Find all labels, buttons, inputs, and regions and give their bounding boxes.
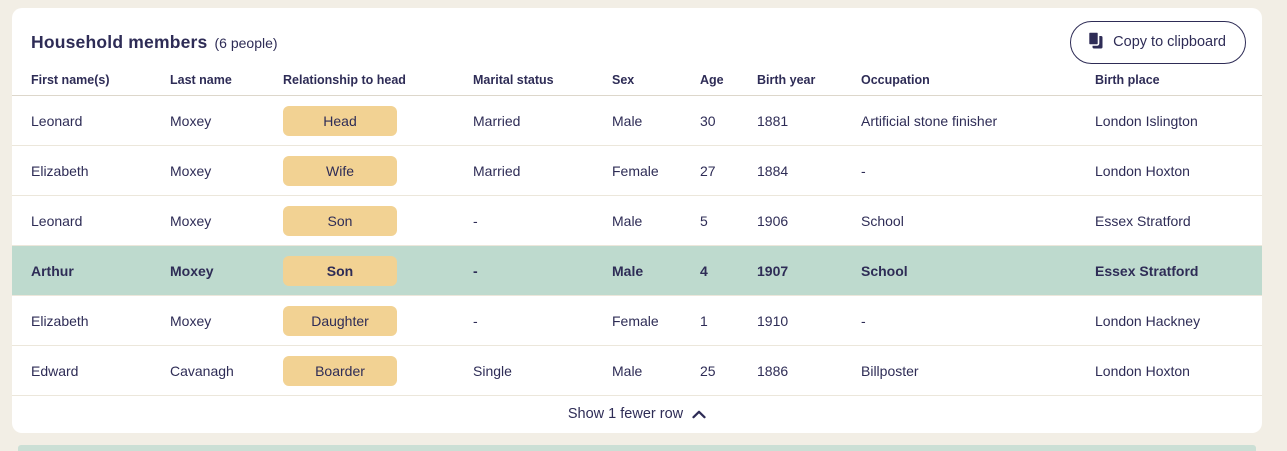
cell-first-name: Elizabeth — [31, 162, 89, 179]
cell-sex: Female — [612, 162, 659, 179]
cell-relationship: Head — [283, 105, 473, 136]
cell-marital-status: Married — [473, 162, 521, 179]
cell-sex: Male — [612, 112, 643, 129]
household-members-title: Household members — [31, 31, 208, 52]
relationship-badge: Daughter — [283, 305, 397, 336]
copy-to-clipboard-button[interactable]: Copy to clipboard — [1070, 20, 1246, 64]
people-count: (6 people) — [214, 34, 278, 51]
cell-last-name: Moxey — [170, 312, 212, 329]
column-header-relationship: Relationship to head — [283, 72, 406, 87]
column-header-first-names: First name(s) — [31, 72, 110, 87]
chevron-up-icon — [692, 410, 706, 419]
cell-birth-place: Essex Stratford — [1095, 212, 1191, 229]
column-header-birth-year: Birth year — [757, 72, 816, 87]
cell-birth-place: London Hoxton — [1095, 362, 1190, 379]
cell-age: 25 — [700, 362, 716, 379]
column-header-birth-place: Birth place — [1095, 72, 1160, 87]
cell-birth-place: London Hackney — [1095, 312, 1201, 329]
column-header-sex: Sex — [612, 72, 635, 87]
relationship-badge: Son — [283, 255, 397, 286]
cell-marital-status: Married — [473, 112, 521, 129]
column-header-marital-status: Marital status — [473, 72, 554, 87]
card-header: Household members (6 people) Copy to cli… — [12, 8, 1262, 64]
table-header-row: First name(s) Last name Relationship to … — [12, 64, 1262, 96]
column-header-age: Age — [700, 72, 724, 87]
cell-last-name: Moxey — [170, 162, 212, 179]
table-body: Leonard Moxey Head Married Male 30 1881 … — [12, 96, 1262, 396]
cell-occupation: - — [861, 312, 866, 329]
cell-relationship: Boarder — [283, 355, 473, 386]
cell-last-name: Moxey — [170, 212, 212, 229]
table-row[interactable]: Arthur Moxey Son - Male 4 1907 School Es… — [12, 246, 1262, 296]
copy-button-label: Copy to clipboard — [1113, 34, 1226, 50]
relationship-badge: Son — [283, 205, 397, 236]
cell-birth-place: Essex Stratford — [1095, 262, 1199, 279]
cell-marital-status: Single — [473, 362, 512, 379]
cell-last-name: Moxey — [170, 262, 214, 279]
page-title: Household members (6 people) — [31, 32, 278, 53]
cell-birth-place: London Hoxton — [1095, 162, 1190, 179]
cell-birth-year: 1906 — [757, 212, 789, 229]
table-row[interactable]: Leonard Moxey Head Married Male 30 1881 … — [12, 96, 1262, 146]
cell-relationship: Son — [283, 255, 473, 286]
cell-age: 27 — [700, 162, 716, 179]
relationship-badge: Wife — [283, 155, 397, 186]
copy-icon — [1087, 30, 1104, 54]
column-header-last-name: Last name — [170, 72, 232, 87]
cell-sex: Male — [612, 212, 643, 229]
cell-birth-year: 1910 — [757, 312, 789, 329]
next-section-edge — [18, 445, 1256, 451]
cell-first-name: Leonard — [31, 212, 83, 229]
cell-age: 30 — [700, 112, 716, 129]
show-fewer-rows-label: Show 1 fewer row — [567, 405, 684, 422]
relationship-badge: Head — [283, 105, 397, 136]
cell-occupation: - — [861, 162, 866, 179]
table-row[interactable]: Elizabeth Moxey Wife Married Female 27 1… — [12, 146, 1262, 196]
cell-relationship: Wife — [283, 155, 473, 186]
relationship-badge: Boarder — [283, 355, 397, 386]
cell-first-name: Arthur — [31, 262, 74, 279]
cell-age: 4 — [700, 262, 708, 279]
cell-age: 5 — [700, 212, 708, 229]
cell-first-name: Edward — [31, 362, 79, 379]
cell-sex: Male — [612, 362, 643, 379]
cell-marital-status: - — [473, 212, 478, 229]
household-members-card: Household members (6 people) Copy to cli… — [12, 8, 1262, 433]
cell-relationship: Son — [283, 205, 473, 236]
cell-birth-year: 1884 — [757, 162, 789, 179]
cell-age: 1 — [700, 312, 708, 329]
cell-first-name: Leonard — [31, 112, 83, 129]
cell-relationship: Daughter — [283, 305, 473, 336]
show-fewer-rows-button[interactable]: Show 1 fewer row — [12, 396, 1262, 431]
cell-last-name: Moxey — [170, 112, 212, 129]
cell-occupation: Artificial stone finisher — [861, 112, 998, 129]
cell-first-name: Elizabeth — [31, 312, 89, 329]
cell-birth-year: 1886 — [757, 362, 789, 379]
table-row[interactable]: Elizabeth Moxey Daughter - Female 1 1910… — [12, 296, 1262, 346]
cell-birth-year: 1907 — [757, 262, 789, 279]
cell-birth-year: 1881 — [757, 112, 789, 129]
cell-birth-place: London Islington — [1095, 112, 1198, 129]
cell-occupation: School — [861, 212, 904, 229]
cell-marital-status: - — [473, 262, 478, 279]
table-row[interactable]: Leonard Moxey Son - Male 5 1906 School E… — [12, 196, 1262, 246]
cell-occupation: School — [861, 262, 908, 279]
cell-sex: Male — [612, 262, 644, 279]
cell-occupation: Billposter — [861, 362, 919, 379]
column-header-occupation: Occupation — [861, 72, 930, 87]
cell-marital-status: - — [473, 312, 478, 329]
cell-last-name: Cavanagh — [170, 362, 234, 379]
cell-sex: Female — [612, 312, 659, 329]
table-row[interactable]: Edward Cavanagh Boarder Single Male 25 1… — [12, 346, 1262, 396]
